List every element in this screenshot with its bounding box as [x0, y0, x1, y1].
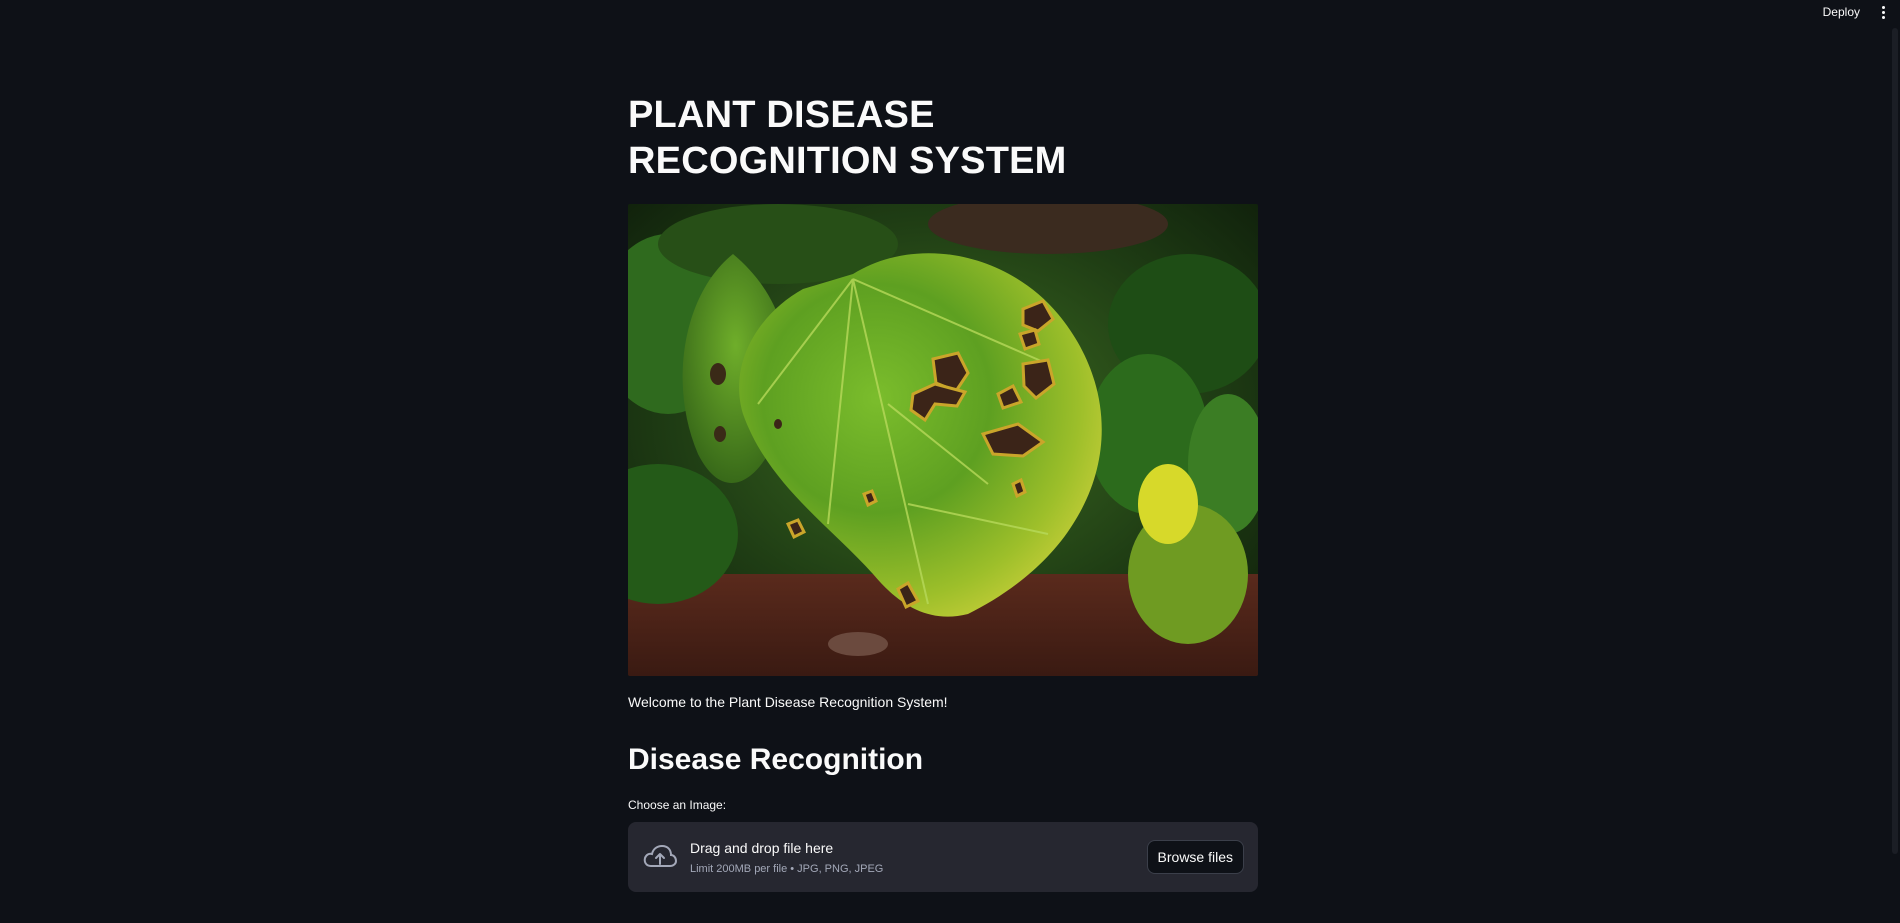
dropzone-limit: Limit 200MB per file • JPG, PNG, JPEG [690, 862, 884, 875]
top-toolbar: Deploy [1819, 0, 1900, 24]
dropzone-text: Drag and drop file here Limit 200MB per … [690, 839, 1147, 876]
browse-files-button[interactable]: Browse files [1146, 840, 1244, 874]
cloud-upload-icon [642, 839, 678, 875]
page-title: PLANT DISEASE RECOGNITION SYSTEM [628, 94, 1067, 182]
file-dropzone[interactable]: Drag and drop file here Limit 200MB per … [628, 822, 1258, 892]
welcome-text: Welcome to the Plant Disease Recognition… [628, 694, 948, 710]
dropzone-instruction: Drag and drop file here [690, 839, 834, 856]
deploy-button[interactable]: Deploy [1822, 5, 1860, 19]
section-title: Disease Recognition [628, 743, 924, 776]
main-content: PLANT DISEASE RECOGNITION SYSTEM [628, 92, 1258, 892]
scrollbar[interactable] [1892, 28, 1898, 854]
leaf-disease-image [628, 204, 1258, 676]
uploader-label: Choose an Image: [628, 798, 727, 812]
vertical-ellipsis-icon[interactable] [1878, 2, 1888, 22]
